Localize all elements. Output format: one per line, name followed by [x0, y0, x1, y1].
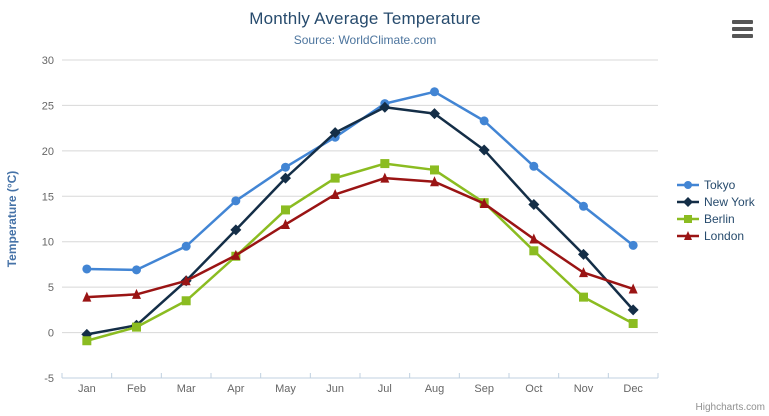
data-point[interactable]: [429, 108, 440, 120]
data-point[interactable]: [380, 159, 390, 169]
x-axis-tick-label: Nov: [574, 383, 594, 395]
y-axis-tick-label: 30: [42, 55, 54, 67]
x-axis-tick-label: May: [275, 383, 296, 395]
hamburger-icon: [732, 34, 753, 38]
data-point[interactable]: [82, 336, 92, 346]
x-axis-tick-label: Oct: [525, 383, 542, 395]
x-axis-tick-label: Feb: [127, 383, 146, 395]
x-axis-tick-label: Mar: [177, 383, 196, 395]
credits-link[interactable]: Highcharts.com: [695, 402, 765, 413]
y-axis-tick-label: 20: [42, 146, 54, 158]
data-point[interactable]: [181, 241, 191, 251]
data-point[interactable]: [281, 205, 290, 215]
diamond-series-marker-icon: [677, 196, 699, 207]
y-axis-tick-label: 25: [42, 100, 54, 112]
legend-item-berlin[interactable]: Berlin: [677, 210, 755, 227]
x-axis-tick-label: Jan: [78, 383, 96, 395]
data-point[interactable]: [430, 176, 439, 187]
x-axis-tick-label: Apr: [227, 383, 244, 395]
y-axis-title: Temperature (°C): [5, 171, 19, 268]
data-point[interactable]: [478, 144, 490, 156]
circle-series-marker-icon: [677, 180, 699, 189]
data-point[interactable]: [132, 265, 141, 275]
series-line-london[interactable]: [85, 176, 635, 299]
legend-item-new-york[interactable]: New York: [677, 193, 755, 210]
hamburger-icon: [732, 20, 753, 24]
data-point[interactable]: [181, 275, 191, 286]
data-point[interactable]: [479, 198, 489, 209]
data-point[interactable]: [579, 292, 588, 302]
data-point[interactable]: [579, 267, 588, 278]
data-point[interactable]: [628, 283, 638, 294]
data-point[interactable]: [529, 233, 539, 244]
data-point[interactable]: [281, 162, 290, 172]
data-point[interactable]: [380, 172, 390, 183]
data-point[interactable]: [132, 288, 141, 299]
x-axis-tick-label: Jun: [326, 383, 344, 395]
data-point[interactable]: [230, 224, 242, 236]
square-series-marker-icon: [677, 214, 699, 223]
chart-title: Monthly Average Temperature: [249, 9, 481, 28]
data-point[interactable]: [329, 127, 341, 139]
data-point[interactable]: [578, 248, 589, 260]
data-point[interactable]: [627, 304, 639, 316]
legend-item-label: Berlin: [704, 211, 735, 226]
data-point[interactable]: [430, 87, 439, 97]
data-point[interactable]: [231, 249, 241, 260]
export-menu-button[interactable]: [732, 20, 754, 40]
data-point[interactable]: [628, 318, 638, 328]
hamburger-icon: [732, 27, 753, 31]
data-point[interactable]: [529, 246, 539, 256]
y-axis-tick-label: -5: [44, 373, 54, 385]
data-point[interactable]: [231, 196, 241, 206]
y-axis-tick-label: 5: [48, 282, 54, 294]
x-axis-tick-label: Dec: [623, 383, 643, 395]
data-point[interactable]: [82, 291, 92, 302]
series-line-new-york[interactable]: [85, 105, 635, 336]
legend-item-tokyo[interactable]: Tokyo: [677, 176, 755, 193]
series-line-tokyo[interactable]: [85, 90, 635, 272]
data-point[interactable]: [132, 322, 141, 332]
data-point[interactable]: [579, 201, 588, 211]
series-line-berlin[interactable]: [85, 162, 635, 342]
data-point[interactable]: [479, 116, 489, 126]
x-axis-tick-label: Jul: [378, 383, 392, 395]
data-point[interactable]: [529, 161, 539, 171]
x-axis-tick-label: Aug: [425, 383, 445, 395]
data-point[interactable]: [330, 188, 340, 199]
legend-item-london[interactable]: London: [677, 227, 755, 244]
legend-item-label: New York: [704, 194, 755, 209]
legend: Tokyo New York Berlin London: [677, 176, 755, 244]
data-point[interactable]: [430, 165, 439, 175]
data-point[interactable]: [280, 172, 291, 184]
chart-subtitle: Source: WorldClimate.com: [293, 33, 437, 47]
data-point[interactable]: [379, 101, 391, 113]
triangle-series-marker-icon: [677, 230, 699, 240]
data-point[interactable]: [628, 240, 638, 250]
y-axis-tick-label: 15: [42, 191, 54, 203]
data-point[interactable]: [528, 198, 540, 210]
data-point[interactable]: [82, 264, 92, 274]
legend-item-label: Tokyo: [704, 177, 736, 192]
y-axis-tick-label: 0: [48, 328, 54, 340]
x-axis-tick-label: Sep: [474, 383, 494, 395]
data-point[interactable]: [330, 173, 340, 183]
data-point[interactable]: [281, 218, 290, 229]
legend-item-label: London: [704, 228, 745, 243]
data-point[interactable]: [181, 296, 191, 306]
y-axis-tick-label: 10: [42, 237, 54, 249]
